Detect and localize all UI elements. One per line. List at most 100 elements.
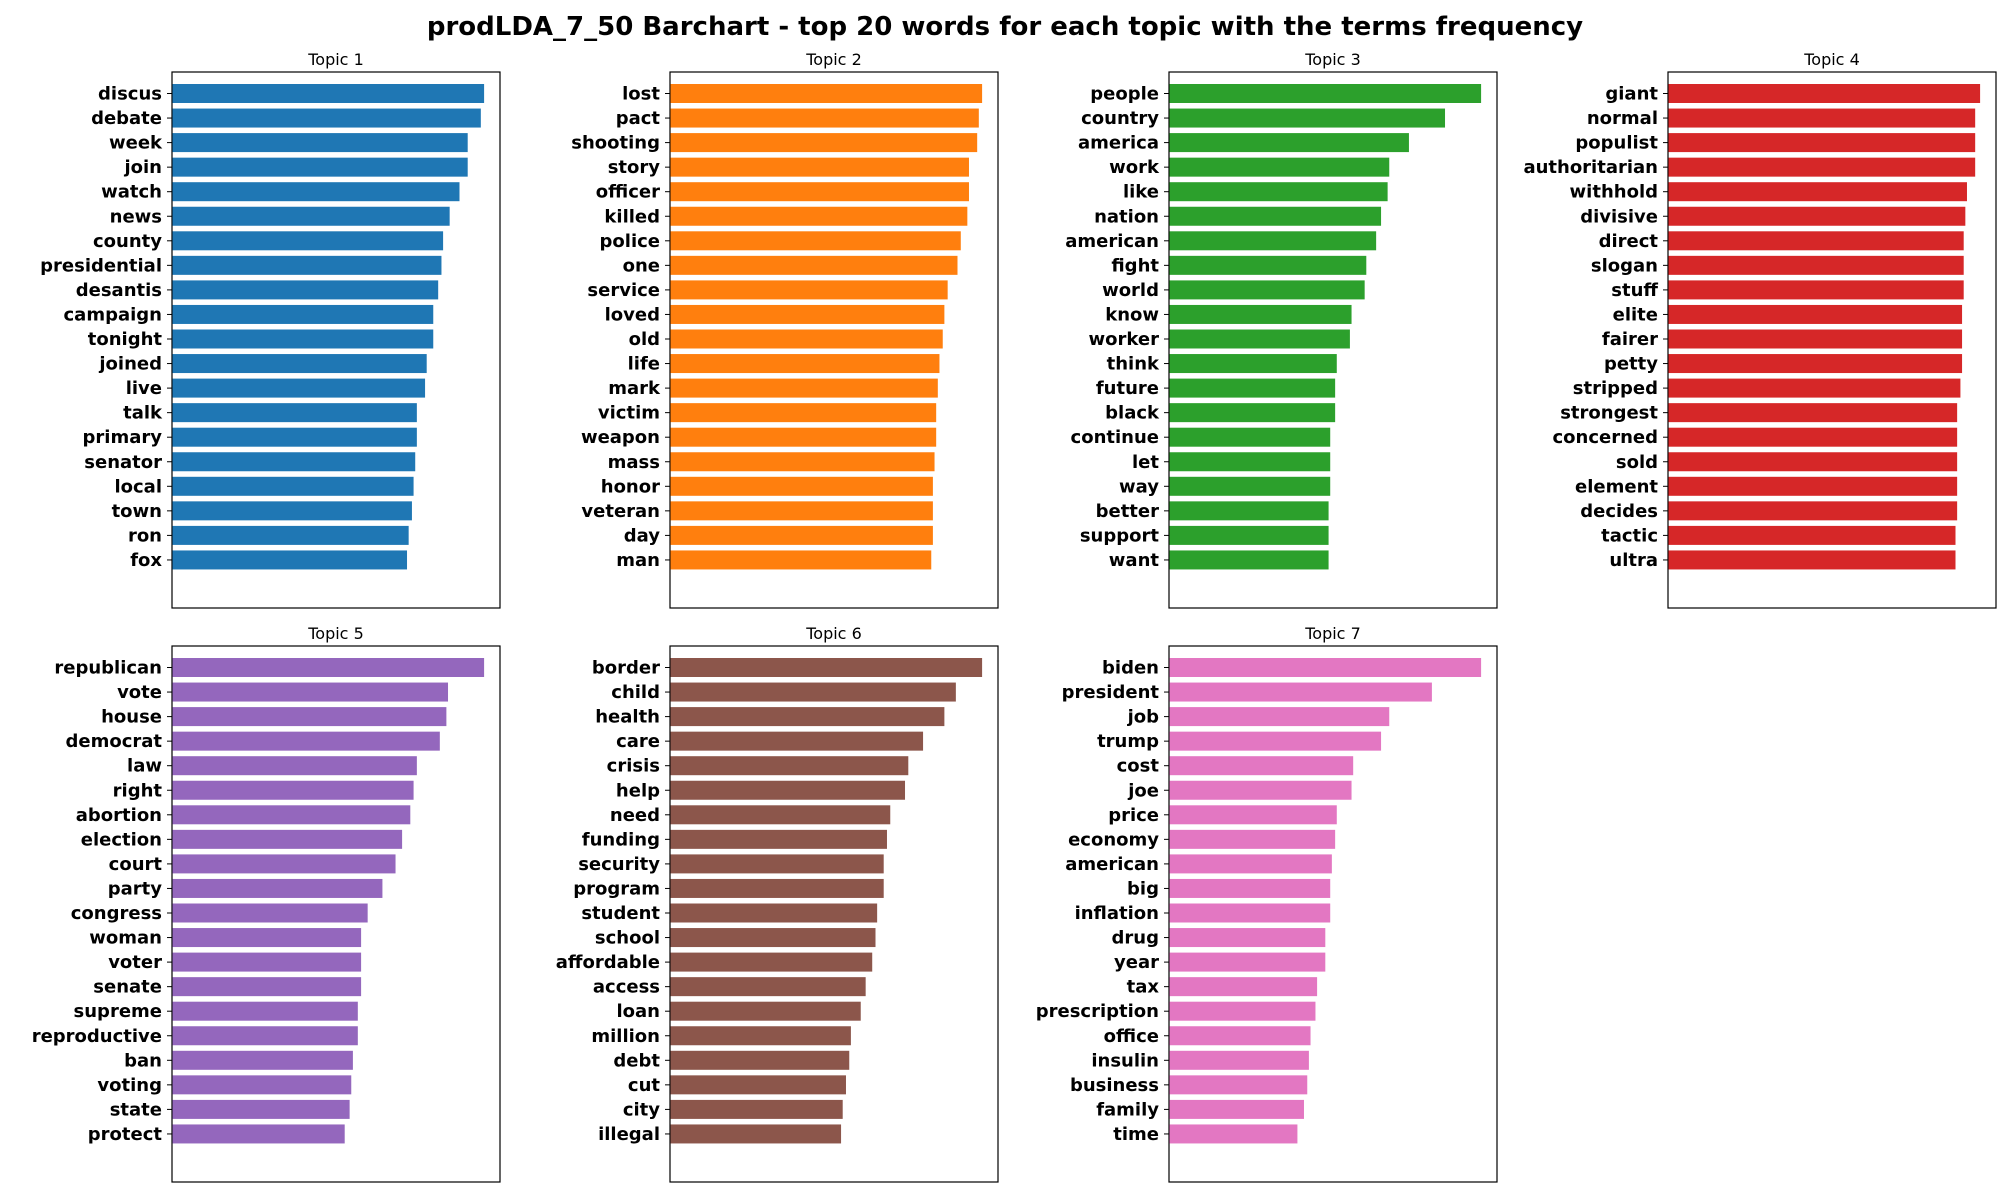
tick-label-presidential: presidential: [40, 255, 162, 276]
tick-label-access: access: [593, 977, 660, 998]
bar-congress: [172, 903, 368, 923]
bar-worker: [1169, 329, 1350, 349]
tick-label-town: town: [112, 501, 162, 522]
tick-label-state: state: [110, 1099, 162, 1120]
bar-house: [172, 707, 447, 727]
bar-country: [1169, 108, 1446, 128]
tick-label-cut: cut: [628, 1075, 660, 1096]
tick-label-trump: trump: [1097, 731, 1159, 752]
bar-mass: [670, 452, 935, 472]
tick-label-protect: protect: [88, 1124, 163, 1145]
tick-label-week: week: [109, 133, 163, 154]
topic-panel-5: Topic 5 republican vote house democrat law rig…: [32, 624, 501, 1183]
tick-label-fairer: fairer: [1602, 329, 1658, 350]
tick-label-mark: mark: [608, 378, 661, 399]
tick-label-law: law: [127, 756, 162, 777]
bar-year: [1169, 952, 1326, 972]
tick-label-joined: joined: [98, 354, 162, 375]
tick-label-like: like: [1123, 182, 1159, 203]
bar-illegal: [670, 1124, 842, 1144]
bar-police: [670, 231, 961, 251]
bar-family: [1169, 1099, 1304, 1119]
tick-label-worker: worker: [1089, 329, 1160, 350]
bar-program: [670, 878, 884, 898]
figure-title: prodLDA_7_50 Barchart - top 20 words for…: [426, 12, 1584, 42]
bar-senator: [172, 452, 416, 472]
topic-panel-6: Topic 6 border child health care crisis help ne…: [556, 624, 999, 1183]
tick-label-america: america: [1078, 133, 1159, 154]
tick-label-tax: tax: [1127, 977, 1160, 998]
tick-label-local: local: [114, 476, 162, 497]
tick-label-element: element: [1575, 476, 1658, 497]
bar-divisive: [1668, 206, 1966, 226]
bar-right: [172, 780, 414, 800]
tick-label-join: join: [123, 157, 162, 178]
bar-lost: [670, 84, 983, 103]
bar-fairer: [1668, 329, 1963, 349]
bar-normal: [1668, 108, 1976, 128]
axes-frame: [1168, 71, 1498, 609]
tick-label-concerned: concerned: [1552, 427, 1658, 448]
axes-frame: [1667, 71, 1997, 609]
bar-security: [670, 854, 884, 874]
tick-label-honor: honor: [601, 476, 660, 497]
bar-voting: [172, 1075, 352, 1095]
bar-service: [670, 280, 948, 300]
bar-million: [670, 1026, 851, 1046]
bar-presidential: [172, 255, 442, 275]
bar-pact: [670, 108, 979, 128]
bar-support: [1169, 525, 1329, 545]
bar-life: [670, 354, 940, 374]
axes-frame: [171, 71, 501, 609]
tick-label-fight: fight: [1111, 255, 1159, 276]
tick-label-tactic: tactic: [1601, 525, 1658, 546]
bar-need: [670, 805, 891, 825]
tick-label-reproductive: reproductive: [32, 1026, 162, 1047]
bar-authoritarian: [1668, 157, 1976, 177]
bar-trump: [1169, 731, 1382, 751]
bar-news: [172, 206, 450, 226]
tick-label-normal: normal: [1587, 108, 1658, 129]
bar-slogan: [1668, 255, 1964, 275]
tick-label-divisive: divisive: [1580, 206, 1658, 227]
bar-ban: [172, 1050, 353, 1070]
tick-label-life: life: [628, 354, 660, 375]
bar-elite: [1668, 304, 1963, 324]
bar-state: [172, 1099, 350, 1119]
bar-live: [172, 378, 426, 398]
tick-label-police: police: [600, 231, 660, 252]
tick-label-veteran: veteran: [581, 501, 660, 522]
bar-giant: [1668, 84, 1981, 103]
tick-label-senate: senate: [93, 977, 162, 998]
tick-label-work: work: [1109, 157, 1160, 178]
tick-label-old: old: [629, 329, 660, 350]
tick-label-court: court: [109, 854, 163, 875]
tick-label-withhold: withhold: [1570, 182, 1658, 203]
bar-court: [172, 854, 396, 874]
tick-label-tonight: tonight: [88, 329, 163, 350]
tick-label-right: right: [113, 780, 163, 801]
tick-label-future: future: [1096, 378, 1159, 399]
tick-label-price: price: [1108, 805, 1159, 826]
topic-panel-1: Topic 1 discus debate week join watch news coun…: [40, 50, 501, 609]
bar-biden: [1169, 658, 1482, 677]
bar-economy: [1169, 829, 1336, 849]
bar-sold: [1668, 452, 1958, 472]
tick-label-ron: ron: [128, 525, 162, 546]
bar-primary: [172, 427, 417, 447]
tick-label-direct: direct: [1599, 231, 1659, 252]
tick-label-biden: biden: [1102, 658, 1159, 679]
bar-people: [1169, 84, 1482, 103]
tick-label-nation: nation: [1094, 206, 1159, 227]
bar-black: [1169, 403, 1336, 423]
tick-label-joe: joe: [1127, 780, 1159, 801]
bar-cost: [1169, 756, 1354, 776]
tick-label-stripped: stripped: [1573, 378, 1658, 399]
tick-label-american: american: [1065, 854, 1159, 875]
tick-label-big: big: [1127, 878, 1159, 899]
bar-loved: [670, 304, 945, 324]
tick-label-let: let: [1132, 452, 1159, 473]
tick-label-crisis: crisis: [607, 756, 660, 777]
tick-label-student: student: [581, 903, 660, 924]
bar-work: [1169, 157, 1390, 177]
